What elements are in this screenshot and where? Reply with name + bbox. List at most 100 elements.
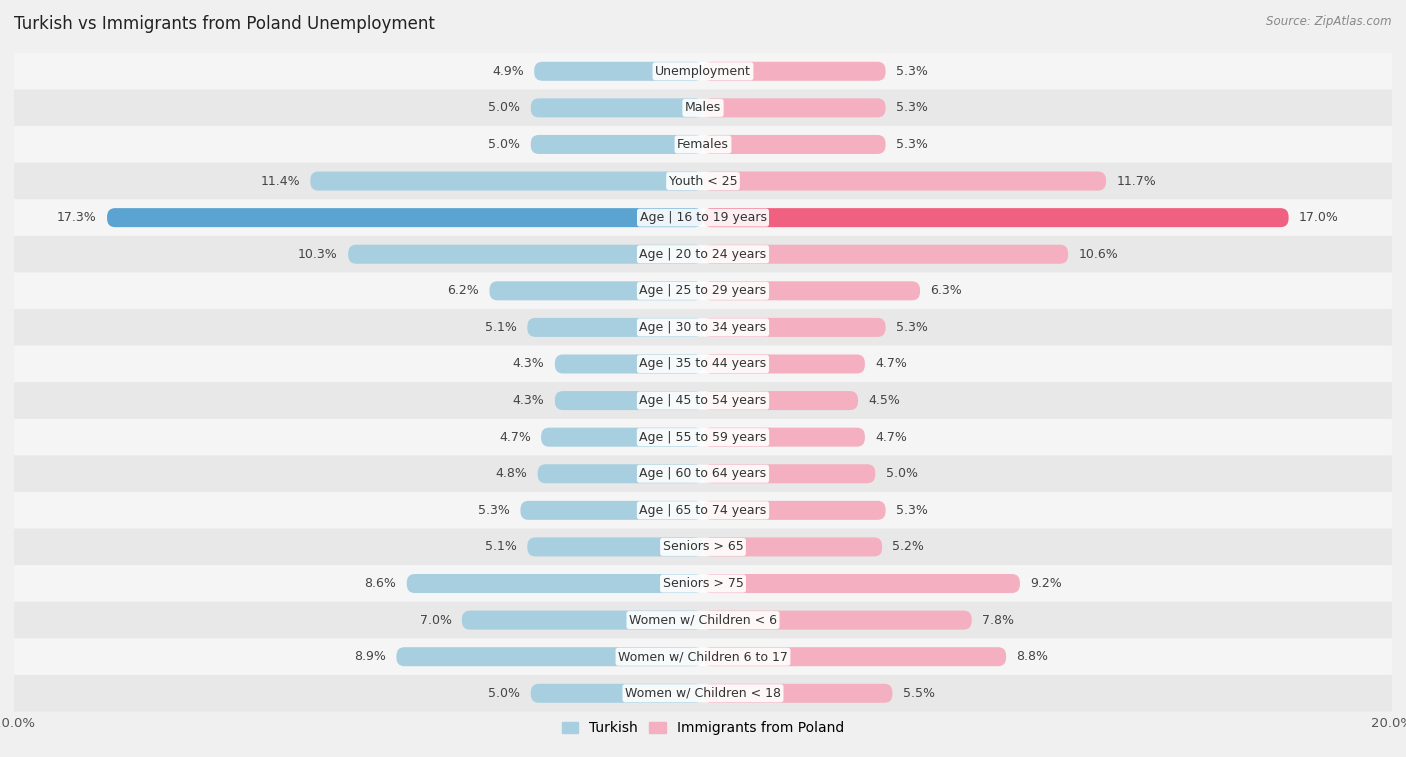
- FancyBboxPatch shape: [14, 419, 1392, 456]
- Text: Women w/ Children 6 to 17: Women w/ Children 6 to 17: [619, 650, 787, 663]
- Text: 5.0%: 5.0%: [488, 687, 520, 699]
- Text: 6.3%: 6.3%: [931, 285, 962, 298]
- Text: Unemployment: Unemployment: [655, 65, 751, 78]
- FancyBboxPatch shape: [531, 135, 703, 154]
- FancyBboxPatch shape: [14, 638, 1392, 675]
- Legend: Turkish, Immigrants from Poland: Turkish, Immigrants from Poland: [557, 716, 849, 741]
- FancyBboxPatch shape: [703, 647, 1007, 666]
- FancyBboxPatch shape: [107, 208, 703, 227]
- FancyBboxPatch shape: [406, 574, 703, 593]
- Text: 17.0%: 17.0%: [1299, 211, 1339, 224]
- FancyBboxPatch shape: [555, 354, 703, 373]
- Text: 4.8%: 4.8%: [495, 467, 527, 480]
- FancyBboxPatch shape: [703, 391, 858, 410]
- Text: 11.4%: 11.4%: [260, 175, 299, 188]
- Text: 4.5%: 4.5%: [869, 394, 900, 407]
- FancyBboxPatch shape: [531, 684, 703, 702]
- FancyBboxPatch shape: [14, 309, 1392, 346]
- FancyBboxPatch shape: [703, 208, 1289, 227]
- Text: Males: Males: [685, 101, 721, 114]
- FancyBboxPatch shape: [527, 318, 703, 337]
- FancyBboxPatch shape: [703, 62, 886, 81]
- Text: Age | 30 to 34 years: Age | 30 to 34 years: [640, 321, 766, 334]
- FancyBboxPatch shape: [14, 53, 1392, 89]
- Text: 5.3%: 5.3%: [896, 138, 928, 151]
- FancyBboxPatch shape: [14, 528, 1392, 565]
- Text: 5.3%: 5.3%: [896, 101, 928, 114]
- Text: Age | 60 to 64 years: Age | 60 to 64 years: [640, 467, 766, 480]
- FancyBboxPatch shape: [461, 611, 703, 630]
- Text: 7.8%: 7.8%: [981, 614, 1014, 627]
- Text: 8.9%: 8.9%: [354, 650, 387, 663]
- Text: 5.1%: 5.1%: [485, 540, 517, 553]
- FancyBboxPatch shape: [703, 172, 1107, 191]
- Text: 5.0%: 5.0%: [886, 467, 918, 480]
- FancyBboxPatch shape: [534, 62, 703, 81]
- FancyBboxPatch shape: [703, 354, 865, 373]
- Text: Age | 35 to 44 years: Age | 35 to 44 years: [640, 357, 766, 370]
- FancyBboxPatch shape: [703, 98, 886, 117]
- FancyBboxPatch shape: [14, 456, 1392, 492]
- FancyBboxPatch shape: [14, 492, 1392, 528]
- Text: Women w/ Children < 6: Women w/ Children < 6: [628, 614, 778, 627]
- FancyBboxPatch shape: [541, 428, 703, 447]
- FancyBboxPatch shape: [489, 282, 703, 301]
- Text: 10.6%: 10.6%: [1078, 248, 1118, 260]
- Text: 17.3%: 17.3%: [58, 211, 97, 224]
- FancyBboxPatch shape: [527, 537, 703, 556]
- Text: 5.1%: 5.1%: [485, 321, 517, 334]
- Text: 4.3%: 4.3%: [513, 394, 544, 407]
- FancyBboxPatch shape: [14, 126, 1392, 163]
- FancyBboxPatch shape: [14, 382, 1392, 419]
- Text: 4.3%: 4.3%: [513, 357, 544, 370]
- Text: 5.3%: 5.3%: [896, 65, 928, 78]
- Text: Women w/ Children < 18: Women w/ Children < 18: [626, 687, 780, 699]
- FancyBboxPatch shape: [555, 391, 703, 410]
- Text: Age | 25 to 29 years: Age | 25 to 29 years: [640, 285, 766, 298]
- Text: Age | 45 to 54 years: Age | 45 to 54 years: [640, 394, 766, 407]
- FancyBboxPatch shape: [14, 89, 1392, 126]
- Text: 4.9%: 4.9%: [492, 65, 524, 78]
- FancyBboxPatch shape: [396, 647, 703, 666]
- FancyBboxPatch shape: [537, 464, 703, 483]
- FancyBboxPatch shape: [14, 602, 1392, 638]
- FancyBboxPatch shape: [14, 163, 1392, 199]
- Text: Seniors > 75: Seniors > 75: [662, 577, 744, 590]
- FancyBboxPatch shape: [349, 245, 703, 263]
- Text: Seniors > 65: Seniors > 65: [662, 540, 744, 553]
- Text: 5.3%: 5.3%: [896, 504, 928, 517]
- Text: Age | 65 to 74 years: Age | 65 to 74 years: [640, 504, 766, 517]
- FancyBboxPatch shape: [14, 675, 1392, 712]
- FancyBboxPatch shape: [703, 245, 1069, 263]
- FancyBboxPatch shape: [703, 501, 886, 520]
- Text: 8.8%: 8.8%: [1017, 650, 1049, 663]
- Text: 9.2%: 9.2%: [1031, 577, 1062, 590]
- FancyBboxPatch shape: [703, 428, 865, 447]
- Text: 4.7%: 4.7%: [875, 431, 907, 444]
- Text: 10.3%: 10.3%: [298, 248, 337, 260]
- Text: 6.2%: 6.2%: [447, 285, 479, 298]
- FancyBboxPatch shape: [14, 199, 1392, 236]
- Text: Females: Females: [678, 138, 728, 151]
- Text: Youth < 25: Youth < 25: [669, 175, 737, 188]
- FancyBboxPatch shape: [703, 464, 875, 483]
- Text: 4.7%: 4.7%: [875, 357, 907, 370]
- Text: 5.5%: 5.5%: [903, 687, 935, 699]
- FancyBboxPatch shape: [703, 611, 972, 630]
- Text: 5.3%: 5.3%: [478, 504, 510, 517]
- Text: 4.7%: 4.7%: [499, 431, 531, 444]
- Text: 5.3%: 5.3%: [896, 321, 928, 334]
- Text: 11.7%: 11.7%: [1116, 175, 1156, 188]
- Text: Age | 55 to 59 years: Age | 55 to 59 years: [640, 431, 766, 444]
- FancyBboxPatch shape: [311, 172, 703, 191]
- FancyBboxPatch shape: [520, 501, 703, 520]
- FancyBboxPatch shape: [703, 318, 886, 337]
- Text: Source: ZipAtlas.com: Source: ZipAtlas.com: [1267, 15, 1392, 28]
- FancyBboxPatch shape: [703, 537, 882, 556]
- FancyBboxPatch shape: [14, 236, 1392, 273]
- FancyBboxPatch shape: [703, 135, 886, 154]
- Text: 5.2%: 5.2%: [893, 540, 924, 553]
- FancyBboxPatch shape: [14, 346, 1392, 382]
- FancyBboxPatch shape: [14, 565, 1392, 602]
- Text: Turkish vs Immigrants from Poland Unemployment: Turkish vs Immigrants from Poland Unempl…: [14, 15, 434, 33]
